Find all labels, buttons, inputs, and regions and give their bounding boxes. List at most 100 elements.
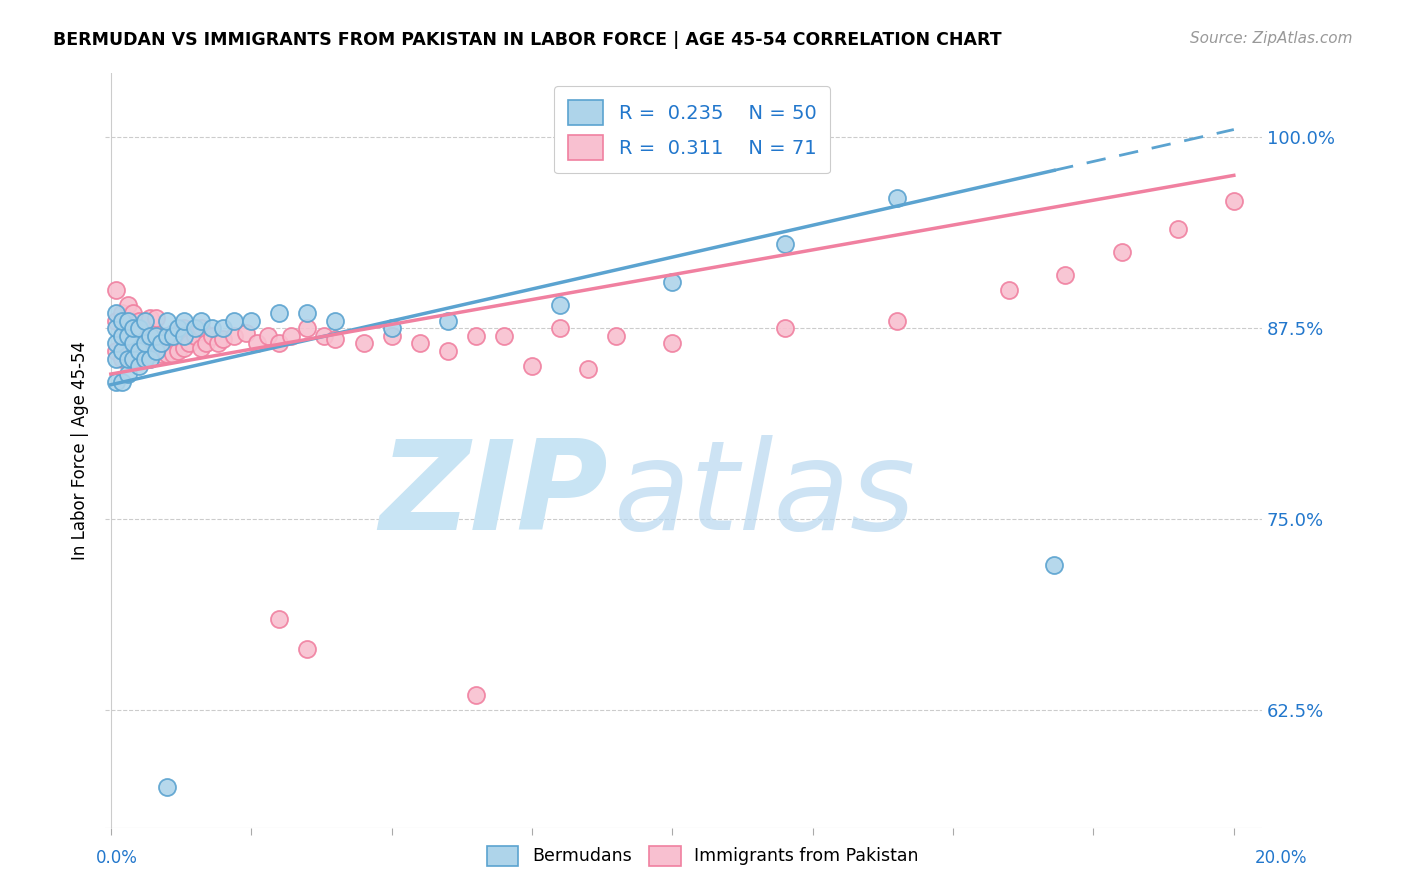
Point	[122, 351, 145, 366]
Point	[105, 336, 128, 351]
Point	[212, 321, 235, 335]
Point	[1043, 558, 1066, 572]
Point	[156, 780, 179, 794]
Point	[156, 329, 179, 343]
Point	[314, 329, 336, 343]
Point	[156, 347, 179, 361]
Point	[111, 344, 134, 359]
Point	[886, 313, 908, 327]
Point	[201, 329, 224, 343]
Point	[773, 237, 796, 252]
Point	[134, 313, 156, 327]
Text: 20.0%: 20.0%	[1256, 849, 1308, 867]
Point	[145, 344, 167, 359]
Point	[117, 321, 139, 335]
Point	[257, 329, 280, 343]
Point	[105, 306, 128, 320]
Point	[173, 329, 195, 343]
Point	[105, 321, 128, 335]
Point	[145, 310, 167, 325]
Point	[886, 191, 908, 205]
Point	[150, 347, 173, 361]
Point	[145, 326, 167, 340]
Point	[201, 321, 224, 335]
Point	[111, 329, 134, 343]
Point	[190, 341, 212, 355]
Text: BERMUDAN VS IMMIGRANTS FROM PAKISTAN IN LABOR FORCE | AGE 45-54 CORRELATION CHAR: BERMUDAN VS IMMIGRANTS FROM PAKISTAN IN …	[53, 31, 1002, 49]
Point	[661, 276, 683, 290]
Point	[139, 326, 162, 340]
Point	[436, 344, 458, 359]
Point	[139, 347, 162, 361]
Point	[173, 321, 195, 335]
Point	[150, 329, 173, 343]
Point	[269, 611, 291, 625]
Point	[240, 313, 263, 327]
Point	[184, 329, 207, 343]
Point	[269, 336, 291, 351]
Legend: Bermudans, Immigrants from Pakistan: Bermudans, Immigrants from Pakistan	[479, 838, 927, 872]
Point	[117, 351, 139, 366]
Point	[353, 336, 375, 351]
Y-axis label: In Labor Force | Age 45-54: In Labor Force | Age 45-54	[72, 341, 89, 560]
Point	[134, 351, 156, 366]
Point	[111, 306, 134, 320]
Point	[156, 313, 179, 327]
Point	[464, 329, 486, 343]
Point	[436, 313, 458, 327]
Point	[122, 321, 145, 335]
Point	[492, 329, 515, 343]
Point	[464, 688, 486, 702]
Point	[105, 351, 128, 366]
Point	[117, 298, 139, 312]
Point	[167, 344, 190, 359]
Point	[246, 336, 269, 351]
Point	[224, 313, 246, 327]
Point	[128, 321, 150, 335]
Point	[105, 313, 128, 327]
Point	[661, 336, 683, 351]
Point	[1223, 194, 1246, 209]
Point	[111, 329, 134, 343]
Text: ZIP: ZIP	[380, 435, 609, 557]
Point	[111, 351, 134, 366]
Point	[173, 313, 195, 327]
Point	[111, 313, 134, 327]
Point	[128, 347, 150, 361]
Point	[269, 306, 291, 320]
Point	[1167, 222, 1189, 236]
Point	[162, 326, 184, 340]
Point	[173, 341, 195, 355]
Point	[122, 329, 145, 343]
Point	[297, 306, 319, 320]
Point	[297, 321, 319, 335]
Point	[111, 375, 134, 389]
Point	[195, 336, 218, 351]
Point	[105, 344, 128, 359]
Point	[162, 347, 184, 361]
Point	[381, 329, 404, 343]
Point	[139, 310, 162, 325]
Point	[139, 329, 162, 343]
Point	[235, 326, 257, 340]
Point	[548, 321, 571, 335]
Point	[280, 329, 302, 343]
Point	[117, 367, 139, 381]
Point	[1054, 268, 1077, 282]
Point	[128, 313, 150, 327]
Point	[117, 344, 139, 359]
Point	[145, 344, 167, 359]
Point	[297, 642, 319, 657]
Point	[1111, 244, 1133, 259]
Point	[548, 298, 571, 312]
Text: Source: ZipAtlas.com: Source: ZipAtlas.com	[1189, 31, 1353, 46]
Point	[139, 351, 162, 366]
Point	[122, 336, 145, 351]
Point	[105, 283, 128, 297]
Point	[184, 321, 207, 335]
Point	[212, 332, 235, 346]
Point	[162, 329, 184, 343]
Point	[134, 351, 156, 366]
Point	[167, 321, 190, 335]
Point	[179, 336, 201, 351]
